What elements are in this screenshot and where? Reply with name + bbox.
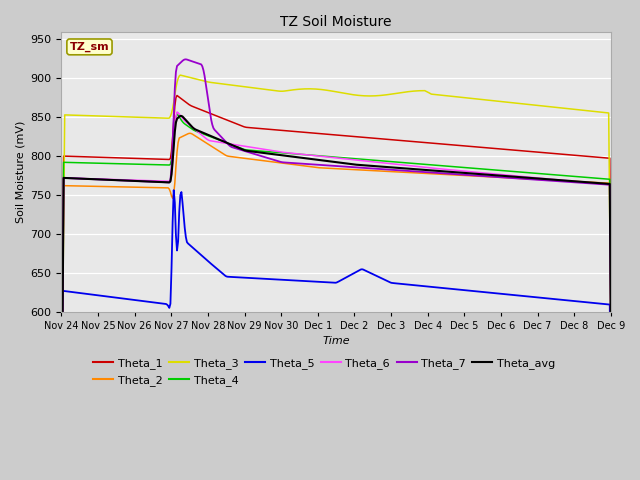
X-axis label: Time: Time (323, 336, 350, 346)
Text: TZ_sm: TZ_sm (70, 42, 109, 52)
Y-axis label: Soil Moisture (mV): Soil Moisture (mV) (15, 120, 25, 223)
Legend: Theta_1, Theta_2, Theta_3, Theta_4, Theta_5, Theta_6, Theta_7, Theta_avg: Theta_1, Theta_2, Theta_3, Theta_4, Thet… (89, 354, 559, 390)
Title: TZ Soil Moisture: TZ Soil Moisture (280, 15, 392, 29)
